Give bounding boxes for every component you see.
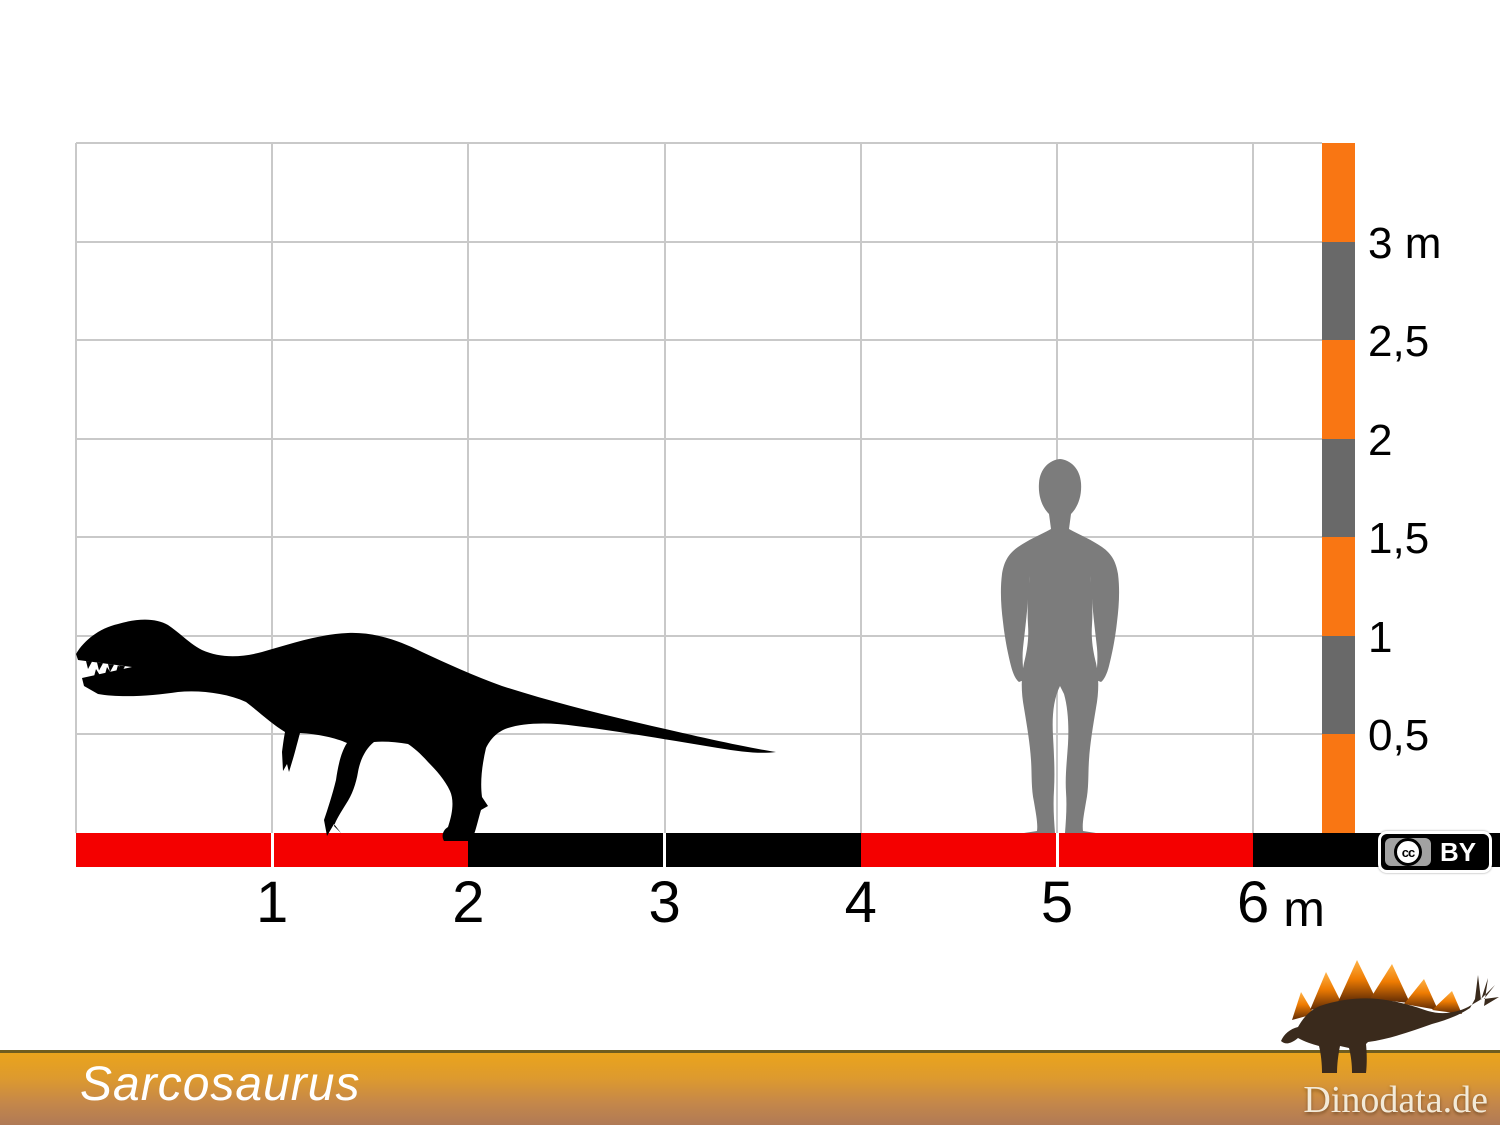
- gridline-horizontal: [76, 339, 1322, 342]
- x-axis-tick-label: 5: [1040, 870, 1074, 935]
- gridline-vertical: [663, 143, 666, 833]
- y-axis-tick-label: 2: [1368, 415, 1393, 465]
- y-axis-tick-label: 3 m: [1368, 218, 1442, 268]
- y-axis-tick-label: 1: [1368, 612, 1393, 662]
- x-axis-tick-label: 4: [844, 870, 877, 935]
- scale-bar-segment: [272, 833, 469, 867]
- x-axis-unit-label: m: [1283, 881, 1325, 937]
- cc-by-label: BY: [1440, 837, 1477, 867]
- y-axis-tick-label: 1,5: [1368, 514, 1430, 564]
- gridline-horizontal: [76, 437, 1322, 440]
- gridline-horizontal: [76, 733, 1322, 736]
- cc-logo-plate: cc: [1385, 838, 1431, 866]
- scale-bar-segment: [1057, 833, 1254, 867]
- scale-bar-segment: [76, 833, 273, 867]
- y-axis-tick-label: 2,5: [1368, 317, 1430, 367]
- cc-icon: cc: [1394, 838, 1422, 866]
- scale-bar-segment: [664, 833, 861, 867]
- scale-bar-segment: [468, 833, 665, 867]
- y-axis-tick-label: 0,5: [1368, 711, 1430, 761]
- x-axis-tick-label: 1: [256, 870, 289, 935]
- scale-bar-divider: [663, 833, 667, 867]
- gridline-horizontal: [76, 142, 1322, 144]
- footer-banner: Sarcosaurus Dinodata.de: [0, 1050, 1500, 1125]
- gridline-horizontal: [76, 240, 1322, 243]
- gridline-vertical: [75, 143, 77, 833]
- cc-by-license-badge[interactable]: cc BY: [1378, 831, 1492, 873]
- x-axis-tick-label: 6: [1237, 870, 1270, 935]
- vertical-scale-segment: [1322, 537, 1355, 636]
- scale-bar-divider: [270, 833, 274, 867]
- gridline-vertical: [467, 143, 470, 833]
- sarcosaurus-silhouette: [76, 619, 776, 841]
- vertical-scale-segment: [1322, 734, 1355, 833]
- human-silhouette: [1000, 459, 1120, 833]
- vertical-scale-segment: [1322, 241, 1355, 341]
- site-link[interactable]: Dinodata.de: [1303, 1079, 1488, 1121]
- gridline-vertical: [859, 143, 862, 833]
- x-axis-tick-label: 2: [452, 870, 485, 935]
- scale-bar-divider: [1055, 833, 1059, 867]
- gridline-vertical: [1252, 143, 1255, 833]
- vertical-scale-segment: [1322, 635, 1355, 735]
- vertical-scale-segment: [1322, 143, 1355, 242]
- x-axis-tick-label: 3: [648, 870, 681, 935]
- gridline-horizontal: [76, 536, 1322, 539]
- gridline-vertical: [1056, 143, 1058, 833]
- vertical-scale-segment: [1322, 438, 1355, 538]
- scale-bar-segment: [860, 833, 1057, 867]
- gridline-vertical: [271, 143, 274, 833]
- vertical-scale-segment: [1322, 340, 1355, 439]
- page-title: Sarcosaurus: [80, 1058, 361, 1111]
- gridline-horizontal: [76, 634, 1322, 637]
